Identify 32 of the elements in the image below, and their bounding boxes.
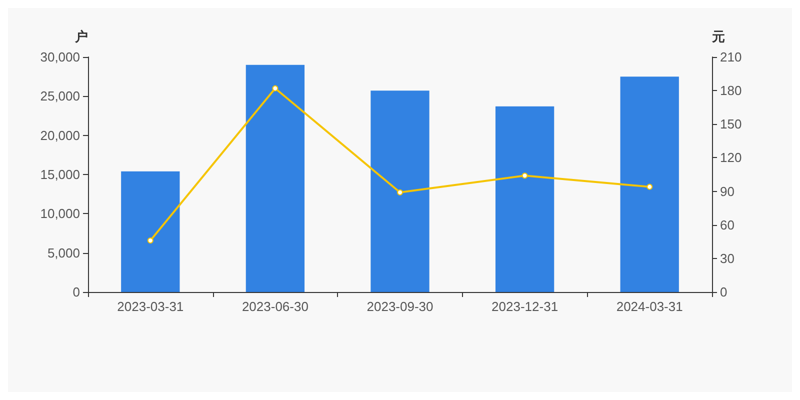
y-axis-title: 户 — [74, 29, 88, 44]
point — [147, 238, 154, 244]
point — [397, 189, 403, 196]
bar — [370, 90, 430, 292]
point — [522, 172, 528, 179]
bar — [620, 76, 679, 292]
y-tick-label: 30,000 — [40, 50, 80, 64]
bar — [246, 64, 305, 292]
y-tick-label: 5,000 — [47, 245, 80, 260]
y2-axis-title: 元 — [711, 29, 725, 44]
y2-tick-label: 120 — [720, 150, 742, 166]
y2-tick-label: 0 — [720, 284, 728, 300]
y-tick-label: 15,000 — [40, 167, 80, 182]
x-tick-label: 2023-06-30 — [242, 299, 308, 314]
point — [272, 85, 278, 92]
y-tick-label: 25,000 — [40, 88, 80, 104]
y-tick-label: 20,000 — [40, 128, 80, 143]
bar — [121, 171, 180, 292]
x-tick-label: 2024-03-31 — [616, 299, 683, 314]
y2-tick-label: 30 — [720, 250, 734, 266]
x-tick-label: 2023-12-31 — [492, 299, 558, 314]
bar — [495, 106, 554, 292]
x-tick-label: 2023-03-31 — [117, 299, 184, 314]
y-tick-label: 0 — [72, 284, 80, 300]
y2-tick-label: 180 — [720, 83, 742, 98]
x-tick-label: 2023-09-30 — [366, 299, 434, 314]
y-tick-label: 10,000 — [40, 206, 80, 222]
y2-tick-label: 150 — [720, 116, 742, 132]
y2-tick-label: 90 — [720, 184, 734, 199]
point — [646, 184, 653, 190]
y2-tick-label: 60 — [720, 217, 734, 232]
y2-tick-label: 210 — [720, 50, 742, 64]
